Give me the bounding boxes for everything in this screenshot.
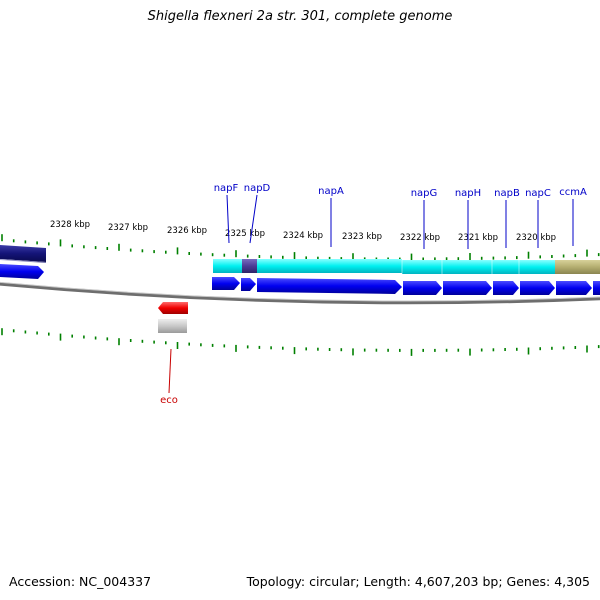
gene-label-napG: napG xyxy=(411,188,438,199)
gene-label-leaders xyxy=(226,194,574,249)
gene-label-napB: napB xyxy=(494,188,520,199)
cds-arrow[interactable] xyxy=(403,281,442,295)
genome-summary-text: Topology: circular; Length: 4,607,203 bp… xyxy=(246,574,590,589)
scale-label: 2327 kbp xyxy=(108,223,148,233)
gene-feature-napB[interactable] xyxy=(492,260,519,274)
scale-label: 2320 kbp xyxy=(516,233,556,243)
gene-feature-ccmA[interactable] xyxy=(555,260,600,274)
site-label-eco: eco xyxy=(160,395,178,406)
gene-label-napC: napC xyxy=(525,188,551,199)
gene-label-napA: napA xyxy=(318,186,344,197)
gene-label-napF: napF xyxy=(214,183,239,194)
scale-label: 2322 kbp xyxy=(400,233,440,243)
cds-arrow[interactable] xyxy=(0,264,44,279)
gene-feature-napG[interactable] xyxy=(402,260,442,274)
gene-label-napD: napD xyxy=(244,183,271,194)
scale-label: 2326 kbp xyxy=(167,226,207,236)
scale-label: 2323 kbp xyxy=(342,232,382,242)
map-title: Shigella flexneri 2a str. 301, complete … xyxy=(147,9,453,24)
accession-text: Accession: NC_004337 xyxy=(9,574,152,589)
gene-label-ccmA: ccmA xyxy=(559,187,587,198)
genome-backbone xyxy=(0,282,600,305)
inner-tick-ring xyxy=(1,328,600,356)
cds-arrow[interactable] xyxy=(257,278,402,294)
gene-feature-left[interactable] xyxy=(0,245,46,262)
gene-feature-napA[interactable] xyxy=(257,259,402,273)
scale-label: 2324 kbp xyxy=(283,231,323,241)
cds-arrow[interactable] xyxy=(520,281,555,295)
scale-label: 2321 kbp xyxy=(458,233,498,243)
cds-arrow[interactable] xyxy=(212,277,240,290)
gene-feature-napD[interactable] xyxy=(242,259,257,273)
cds-arrow[interactable] xyxy=(493,281,519,295)
cds-arrow[interactable] xyxy=(443,281,492,295)
gene-feature-napF[interactable] xyxy=(213,259,242,273)
scale-label: 2328 kbp xyxy=(50,220,90,230)
restriction-site-eco[interactable] xyxy=(158,302,188,394)
cds-arrow[interactable] xyxy=(593,281,600,295)
scale-label: 2325 kbp xyxy=(225,229,265,239)
cds-arrow[interactable] xyxy=(241,278,256,291)
scale-labels: 2328 kbp 2327 kbp 2326 kbp 2325 kbp 2324… xyxy=(50,220,556,243)
gene-label-napH: napH xyxy=(455,188,481,199)
cds-arrow[interactable] xyxy=(556,281,592,295)
gene-track xyxy=(0,245,600,274)
gene-feature-napC[interactable] xyxy=(519,260,555,274)
cds-track xyxy=(0,264,600,295)
gene-feature-napH[interactable] xyxy=(442,260,492,274)
outer-tick-ring xyxy=(1,234,600,261)
